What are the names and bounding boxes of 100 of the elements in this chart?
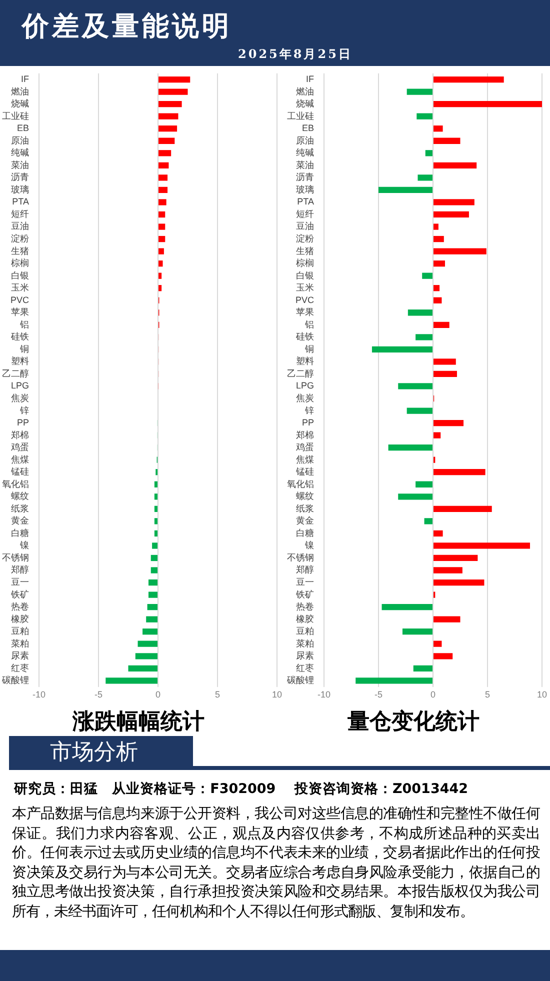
y-tick-label: PTA [12, 196, 29, 207]
bar [434, 297, 442, 304]
y-tick-label: 豆油 [296, 221, 314, 232]
y-tick-label: 氧化铝 [287, 478, 314, 489]
bar [434, 76, 504, 83]
y-tick-label: 锌 [304, 405, 314, 416]
bar [434, 370, 457, 378]
bar [158, 150, 172, 156]
bar [434, 542, 530, 549]
y-tick-label: 铜 [19, 344, 29, 354]
bar [434, 285, 440, 292]
y-tick-label: 碳酸锂 [1, 675, 29, 686]
y-tick-label: 烧碱 [296, 98, 314, 109]
bar [388, 444, 432, 451]
y-tick-label: IF [306, 74, 314, 84]
bar [106, 678, 158, 684]
y-tick-label: 苹果 [11, 307, 29, 318]
bar [422, 272, 432, 279]
x-tick-label: 0 [155, 690, 161, 700]
x-tick-label: -10 [317, 690, 331, 700]
y-tick-label: 硅铁 [295, 332, 314, 342]
bar [372, 346, 432, 352]
x-tick-label: 5 [484, 690, 490, 700]
bar [434, 199, 474, 206]
y-tick-label: 红枣 [11, 662, 29, 673]
bar [158, 285, 162, 292]
y-tick-label: 碳酸锂 [286, 675, 314, 686]
y-tick-label: 菜油 [296, 160, 314, 170]
y-tick-label: 不锈钢 [287, 552, 314, 562]
bar [148, 579, 158, 586]
y-tick-label: 沥青 [11, 172, 29, 182]
y-tick-label: 豆粕 [296, 626, 314, 636]
y-tick-label: 淀粉 [11, 234, 29, 244]
y-tick-label: 硅铁 [10, 332, 29, 342]
y-tick-label: 工业硅 [2, 110, 29, 121]
y-tick-label: 氧化铝 [2, 478, 29, 489]
bar [434, 579, 484, 586]
bar [434, 640, 442, 647]
y-tick-label: 菜油 [11, 160, 29, 170]
x-tick-label: 0 [430, 690, 436, 700]
y-tick-label: 不锈钢 [2, 552, 29, 562]
bar [158, 224, 166, 230]
bar [413, 665, 432, 672]
y-tick-label: 鸡蛋 [10, 442, 29, 452]
y-tick-label: PVC [295, 294, 314, 305]
bar [434, 260, 445, 267]
bar [154, 530, 158, 537]
bar [158, 138, 175, 144]
bar [434, 554, 478, 562]
bar [398, 383, 432, 390]
y-tick-label: 乙二醇 [2, 368, 29, 378]
y-tick-label: PVC [10, 294, 30, 305]
x-tick-label: -10 [32, 690, 46, 700]
y-tick-label: 乙二醇 [287, 368, 314, 378]
bar [434, 420, 464, 426]
y-tick-label: 黄金 [296, 516, 314, 526]
y-tick-label: 黄金 [11, 516, 29, 526]
y-tick-label: 锌 [19, 405, 29, 416]
bar [158, 186, 168, 194]
text: 2025年8月25日 [238, 46, 352, 63]
y-tick-label: 原油 [296, 135, 314, 146]
y-tick-label: 白糖 [11, 528, 29, 538]
y-tick-label: LPG [296, 380, 314, 391]
y-tick-label: 短纤 [296, 208, 314, 219]
y-tick-label: 郑醇 [296, 564, 314, 575]
bar [158, 272, 162, 279]
y-tick-label: 螺纹 [11, 491, 29, 502]
y-tick-label: 玉米 [296, 282, 314, 293]
bar [434, 358, 456, 365]
y-tick-label: 玻璃 [296, 184, 314, 194]
x-tick-label: 5 [214, 690, 220, 700]
bar [356, 678, 432, 684]
y-tick-label: 焦炭 [296, 392, 314, 403]
y-tick-label: 纸浆 [296, 503, 314, 514]
y-tick-label: 镍 [304, 540, 314, 550]
y-tick-label: LPG [10, 380, 29, 391]
y-tick-label: 铜 [304, 344, 314, 354]
bar [135, 653, 158, 660]
bar [147, 604, 158, 610]
text: 市场分析 [50, 739, 138, 767]
y-tick-label: 焦煤 [296, 454, 314, 464]
y-tick-label: 原油 [11, 135, 29, 146]
y-tick-label: 菜粕 [296, 638, 314, 648]
y-tick-label: 橡胶 [296, 614, 314, 624]
bar [434, 567, 462, 574]
y-tick-label: 焦炭 [11, 392, 29, 403]
y-tick-label: 郑醇 [11, 564, 29, 575]
y-tick-label: 淀粉 [296, 234, 314, 244]
bar [378, 186, 432, 194]
x-tick-label: 10 [536, 690, 547, 700]
bar [154, 518, 158, 524]
text: 本产品数据与信息均来源于公开资料，我公司对这些信息的准确性和完整性不做任何保证。我们力求内容客观、公正，观点及内容仅供参考，不构成所述品种的买卖出价。任何表示过去或历史业绩的信息均不代表未来的业绩，交易者据此作出的任何投资决策及交易行为与本公司无关。交易者应综合考虑自身风险承受能力，依据自己的独立思考做出投资决策，自行承担投资决策风险和交易结果。本报告版权仅为我公司所有，未经书面许可，任何机构和个人不得以任何形式翻版、复制和发布。 [12, 805, 540, 922]
bar [398, 494, 432, 500]
bar [154, 506, 158, 512]
y-tick-label: 棕榈 [11, 258, 29, 268]
bar [416, 113, 432, 120]
bar [418, 174, 432, 181]
y-tick-label: EB [16, 123, 29, 134]
y-tick-label: 螺纹 [296, 491, 314, 502]
bar [146, 616, 158, 622]
